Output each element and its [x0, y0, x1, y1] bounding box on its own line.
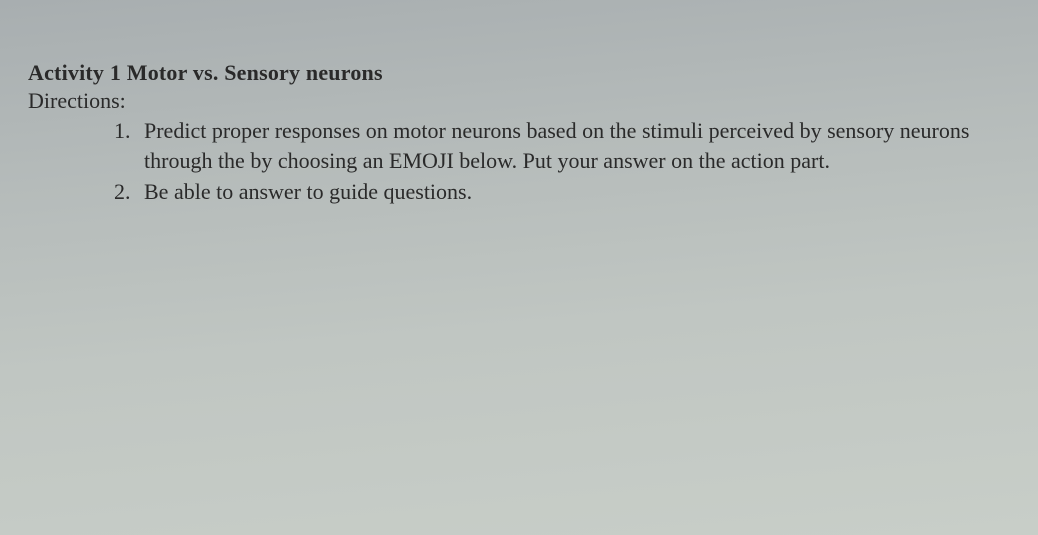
- directions-item: Be able to answer to guide questions.: [136, 177, 998, 207]
- activity-title: Activity 1 Motor vs. Sensory neurons: [28, 60, 998, 86]
- directions-list: Predict proper responses on motor neuron…: [28, 116, 998, 207]
- directions-item: Predict proper responses on motor neuron…: [136, 116, 998, 175]
- directions-label: Directions:: [28, 88, 998, 114]
